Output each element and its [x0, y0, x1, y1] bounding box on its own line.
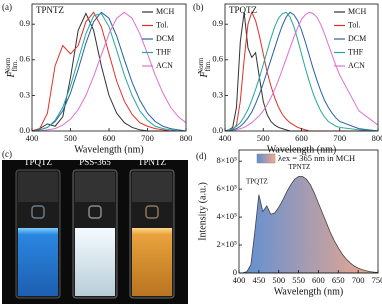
- series-line: [224, 11, 379, 132]
- spectrum-area: [238, 176, 379, 274]
- series-line: [31, 11, 186, 132]
- liquid: [132, 228, 172, 296]
- x-tick-label: 800: [180, 133, 193, 143]
- y-title-main: F: [6, 70, 17, 78]
- x-axis-title: Wavelength (nm): [74, 144, 143, 155]
- panel-label: (c): [2, 149, 12, 159]
- x-tick-label: 600: [103, 133, 116, 143]
- y-axis-title: Intensity (a.u.): [197, 182, 208, 241]
- y-tick-label: 0.0: [19, 125, 30, 135]
- y-title-sub: flm.: [11, 60, 19, 72]
- panel-label: (a): [2, 2, 12, 12]
- series-line: [31, 12, 186, 132]
- legend-label: ACN: [348, 61, 365, 70]
- x-tick-label: 750: [372, 275, 382, 285]
- compound-label: TPNTZ: [36, 5, 64, 15]
- legend-label: DCM: [348, 34, 366, 43]
- x-tick-label: 450: [252, 275, 265, 285]
- y-tick-label: 0.3: [212, 89, 223, 99]
- y-title-sup: Norm: [4, 57, 12, 74]
- y-title-sub: flm.: [204, 60, 212, 72]
- panel-label: (d): [196, 151, 207, 161]
- x-axis-title: Wavelength (nm): [274, 286, 343, 297]
- legend-label: DCM: [156, 34, 174, 43]
- y-tick-label: 2×10⁵: [216, 239, 237, 249]
- series-line: [225, 11, 379, 132]
- y-tick-label: 0.6: [19, 54, 30, 64]
- x-tick-label: 600: [295, 133, 308, 143]
- y-tick-label: 0: [233, 267, 237, 277]
- y-title-sup: Norm: [197, 57, 205, 74]
- series-line: [225, 11, 379, 132]
- legend-label: THF: [156, 47, 172, 56]
- vial-label: TPQTZ: [24, 157, 52, 167]
- vial: [15, 169, 61, 299]
- x-tick-label: 400: [233, 275, 246, 285]
- x-tick-label: 500: [272, 275, 285, 285]
- legend-swatch: [256, 153, 276, 164]
- liquid: [18, 228, 58, 296]
- x-tick-label: 600: [312, 275, 325, 285]
- series-line: [32, 11, 187, 132]
- x-tick-label: 500: [64, 133, 77, 143]
- vial-label: PSS-365: [79, 157, 111, 167]
- y-tick-label: 0.9: [212, 18, 223, 28]
- legend-label: MCH: [348, 7, 366, 16]
- vial-label: TPNTZ: [138, 157, 166, 167]
- x-tick-label: 700: [141, 133, 154, 143]
- x-tick-label: 400: [26, 133, 39, 143]
- x-tick-label: 400: [219, 133, 232, 143]
- x-tick-label: 800: [372, 133, 382, 143]
- legend-label: Tol.: [348, 20, 361, 29]
- x-tick-label: 700: [333, 133, 346, 143]
- panel-label: (b): [193, 2, 204, 12]
- legend-label: THF: [348, 47, 364, 56]
- y-axis-title: Fflm.Norm: [4, 57, 19, 78]
- legend-label: MCH: [156, 7, 174, 16]
- y-tick-label: 0.9: [19, 18, 30, 28]
- legend-label: λex = 365 nm in MCH: [278, 153, 355, 163]
- y-tick-label: 0.3: [19, 89, 30, 99]
- series-line: [31, 11, 187, 132]
- peak-annotation: TPNTZ: [288, 163, 310, 171]
- x-tick-label: 500: [257, 133, 270, 143]
- y-axis-title: Fflm.Norm: [197, 57, 212, 78]
- legend-label: ACN: [156, 61, 173, 70]
- peak-annotation: TPQTZ: [246, 177, 268, 185]
- liquid: [75, 228, 115, 296]
- y-tick-label: 6×10⁵: [216, 183, 237, 193]
- vial: [72, 169, 118, 299]
- y-tick-label: 0.0: [212, 125, 223, 135]
- compound-label: TPQTZ: [229, 5, 257, 15]
- x-tick-label: 650: [332, 275, 345, 285]
- legend-label: Tol.: [156, 20, 169, 29]
- photo-panel: TPQTZ PSS-365 TPNTZ (c): [2, 149, 188, 304]
- x-tick-label: 700: [352, 275, 365, 285]
- vial: [129, 169, 175, 299]
- series-line: [31, 12, 186, 132]
- x-tick-label: 550: [292, 275, 305, 285]
- y-tick-label: 4×10⁵: [216, 211, 237, 221]
- y-tick-label: 0.6: [212, 54, 223, 64]
- y-title-main: F: [199, 70, 210, 78]
- y-tick-label: 8×10⁵: [216, 155, 237, 165]
- plot-frame: [238, 149, 379, 274]
